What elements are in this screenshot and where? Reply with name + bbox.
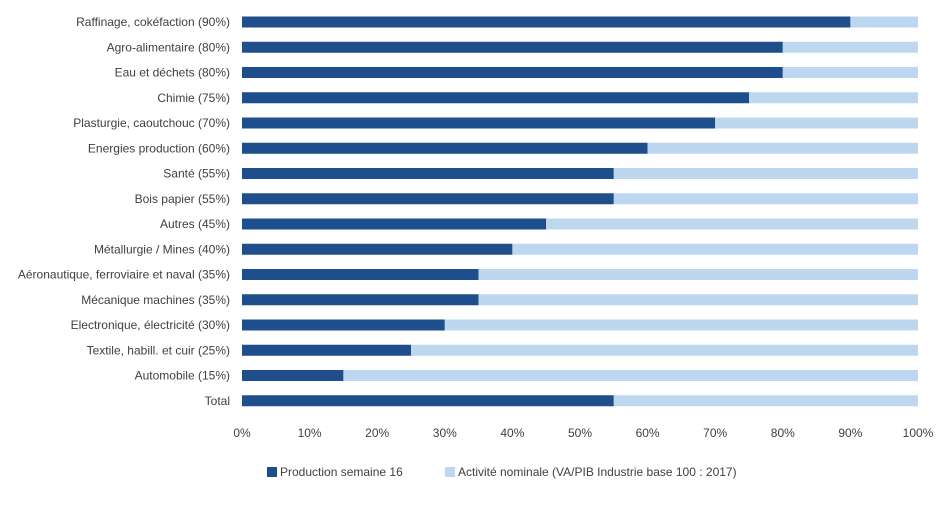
x-tick-label: 0%: [233, 426, 251, 440]
x-tick-label: 40%: [500, 426, 524, 440]
bar-segment-production: [242, 117, 716, 129]
x-tick-label: 10%: [298, 426, 322, 440]
category-label: Bois papier (55%): [135, 192, 230, 206]
category-label: Total: [205, 394, 230, 408]
bar-segment-production: [242, 67, 783, 78]
category-label: Mécanique machines (35%): [81, 293, 230, 307]
bar-segment-nominal: [782, 41, 918, 53]
legend-swatch: [267, 467, 277, 477]
bar-segment-nominal: [613, 395, 918, 407]
x-tick-label: 100%: [903, 426, 934, 440]
bar-segment-production: [242, 319, 445, 331]
legend-label: Activité nominale (VA/PIB Industrie base…: [458, 465, 737, 479]
x-tick-label: 70%: [703, 426, 727, 440]
category-label: Aéronautique, ferroviaire et naval (35%): [18, 268, 230, 282]
bar-segment-production: [242, 294, 479, 306]
category-label: Eau et déchets (80%): [115, 66, 230, 80]
bar-segment-nominal: [613, 168, 918, 179]
category-label: Chimie (75%): [157, 91, 230, 105]
bar-segment-production: [242, 243, 513, 255]
bar-segment-nominal: [613, 193, 918, 205]
legend-swatch: [445, 467, 455, 477]
bar-segment-nominal: [850, 16, 918, 28]
bar-segment-nominal: [343, 370, 918, 381]
category-label: Electronique, électricité (30%): [71, 318, 230, 332]
bar-segment-nominal: [782, 67, 918, 78]
x-tick-label: 60%: [636, 426, 660, 440]
category-label: Plasturgie, caoutchouc (70%): [73, 116, 230, 130]
bar-segment-production: [242, 218, 547, 230]
category-label: Autres (45%): [160, 217, 230, 231]
bar-segment-production: [242, 41, 783, 53]
category-labels: Raffinage, cokéfaction (90%) Agro-aliment…: [18, 15, 230, 408]
x-tick-label: 20%: [365, 426, 389, 440]
bar-segment-production: [242, 16, 851, 28]
x-axis: 0% 10% 20% 30% 40% 50% 60% 70% 80% 90% 100%: [233, 426, 933, 440]
category-label: Automobile (15%): [135, 369, 230, 383]
bar-segment-nominal: [478, 269, 918, 280]
bar-segment-nominal: [444, 319, 918, 331]
x-tick-label: 90%: [838, 426, 862, 440]
bar-segment-nominal: [647, 142, 918, 154]
bar-segment-nominal: [411, 344, 918, 356]
category-label: Santé (55%): [163, 167, 230, 181]
bar-segment-nominal: [749, 92, 918, 104]
bar-segment-nominal: [715, 117, 918, 129]
bar-segment-nominal: [546, 218, 918, 230]
category-label: Textile, habill. et cuir (25%): [87, 343, 230, 357]
bar-segment-nominal: [478, 294, 918, 306]
legend: Production semaine 16 Activité nominale (…: [267, 465, 737, 479]
category-label: Métallurgie / Mines (40%): [94, 242, 230, 256]
bar-segment-production: [242, 142, 648, 154]
bar-segment-nominal: [512, 243, 918, 255]
bar-segment-production: [242, 168, 614, 179]
category-label: Agro-alimentaire (80%): [107, 40, 230, 54]
x-tick-label: 80%: [771, 426, 795, 440]
legend-label: Production semaine 16: [280, 465, 403, 479]
bar-segment-production: [242, 370, 344, 381]
bar-segment-production: [242, 193, 614, 205]
category-label: Raffinage, cokéfaction (90%): [76, 15, 230, 29]
category-label: Energies production (60%): [88, 141, 230, 155]
bars-group: [242, 16, 918, 407]
bar-segment-production: [242, 395, 614, 407]
bar-segment-production: [242, 269, 479, 280]
bar-segment-production: [242, 344, 411, 356]
x-tick-label: 30%: [433, 426, 457, 440]
bar-segment-production: [242, 92, 749, 104]
x-tick-label: 50%: [568, 426, 592, 440]
